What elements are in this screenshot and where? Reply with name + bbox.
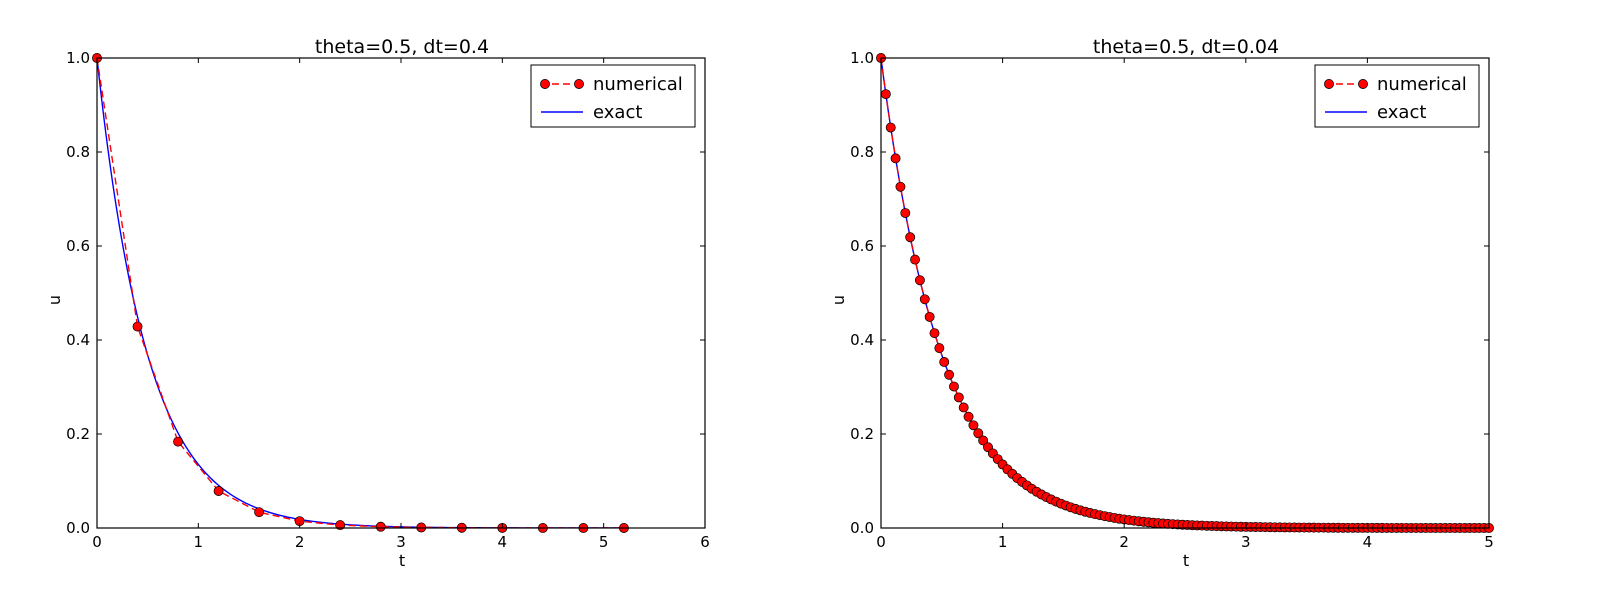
data-point-numerical (958, 402, 969, 413)
data-point-numerical (924, 311, 935, 322)
chart-title: theta=0.5, dt=0.4 (315, 36, 489, 58)
x-tick-label: 5 (1484, 533, 1494, 551)
data-point-numerical (914, 275, 925, 286)
y-tick-label: 0.4 (66, 331, 90, 349)
legend-marker (1324, 79, 1334, 89)
x-tick-label: 4 (1363, 533, 1373, 551)
legend: numerical exact (1314, 64, 1480, 128)
chart-left: theta=0.5, dt=0.4 t u 0 1 2 3 4 5 6 0.0 0.2 0.4 0.… (45, 36, 710, 570)
x-tick-label: 1 (194, 533, 204, 551)
data-point-numerical (254, 507, 265, 518)
data-point-numerical (900, 208, 911, 218)
data-point-numerical (880, 89, 891, 100)
legend: numerical exact (530, 64, 696, 128)
data-point-numerical (885, 122, 896, 133)
chart-right: theta=0.5, dt=0.04 t u 0 1 2 3 4 5 0.0 0.2 0.4 0.… (829, 36, 1494, 570)
y-axis-label: u (829, 295, 848, 305)
data-point-numerical (895, 181, 906, 192)
data-point-numerical (944, 369, 955, 380)
x-axis-label: t (399, 551, 405, 570)
plot-area (97, 58, 624, 528)
data-point-numerical (375, 521, 386, 532)
x-tick-label: 0 (876, 533, 886, 551)
data-point-numerical (132, 321, 143, 332)
data-point-numerical (905, 232, 916, 243)
plot-area (881, 58, 1489, 528)
series-line-numerical (881, 58, 1489, 528)
legend-label: exact (593, 102, 642, 123)
x-tick-label: 3 (396, 533, 406, 551)
data-point-numerical (978, 435, 989, 446)
y-tick-label: 1.0 (850, 49, 874, 67)
legend-label: numerical (1377, 74, 1467, 95)
x-tick-label: 5 (599, 533, 609, 551)
series-line-numerical (97, 58, 624, 528)
axes-frame (96, 57, 706, 529)
y-tick-label: 0.4 (850, 331, 874, 349)
legend-box (1314, 64, 1480, 128)
series-line-exact (97, 58, 624, 528)
data-point-numerical (949, 381, 959, 392)
data-point-numerical (919, 294, 930, 305)
data-point-numerical (963, 411, 974, 422)
data-point-numerical (968, 420, 979, 431)
y-tick-label: 0.2 (850, 425, 874, 443)
legend-label: exact (1377, 102, 1426, 123)
x-tick-label: 2 (295, 533, 305, 551)
legend-marker (1358, 79, 1368, 89)
legend-box (530, 64, 696, 128)
legend-label: numerical (593, 74, 683, 95)
y-tick-label: 0.8 (66, 143, 90, 161)
data-point-numerical (335, 520, 346, 531)
data-point-numerical (173, 436, 184, 447)
legend-marker (540, 79, 550, 89)
y-tick-label: 0.6 (850, 237, 874, 255)
data-point-numerical (929, 328, 940, 339)
data-point-numerical (213, 486, 224, 496)
series-line-exact (881, 58, 1489, 528)
data-point-numerical (910, 254, 921, 265)
data-point-numerical (939, 357, 950, 367)
chart-title: theta=0.5, dt=0.04 (1093, 36, 1279, 58)
x-tick-label: 2 (1119, 533, 1129, 551)
y-tick-label: 1.0 (66, 49, 90, 67)
data-point-numerical (973, 428, 984, 439)
y-tick-label: 0.2 (66, 425, 90, 443)
x-tick-label: 0 (92, 533, 102, 551)
x-tick-label: 3 (1241, 533, 1251, 551)
x-tick-label: 1 (998, 533, 1008, 551)
y-tick-label: 0.6 (66, 237, 90, 255)
y-tick-label: 0.0 (66, 519, 90, 537)
x-tick-label: 4 (498, 533, 508, 551)
axes-frame (880, 57, 1490, 529)
y-tick-label: 0.8 (850, 143, 874, 161)
data-point-numerical (934, 343, 945, 354)
x-tick-label: 6 (700, 533, 710, 551)
data-point-numerical (953, 392, 964, 403)
x-axis-label: t (1183, 551, 1189, 570)
data-point-numerical (890, 153, 901, 164)
legend-marker (574, 79, 584, 89)
y-axis-label: u (45, 295, 64, 305)
y-tick-label: 0.0 (850, 519, 874, 537)
